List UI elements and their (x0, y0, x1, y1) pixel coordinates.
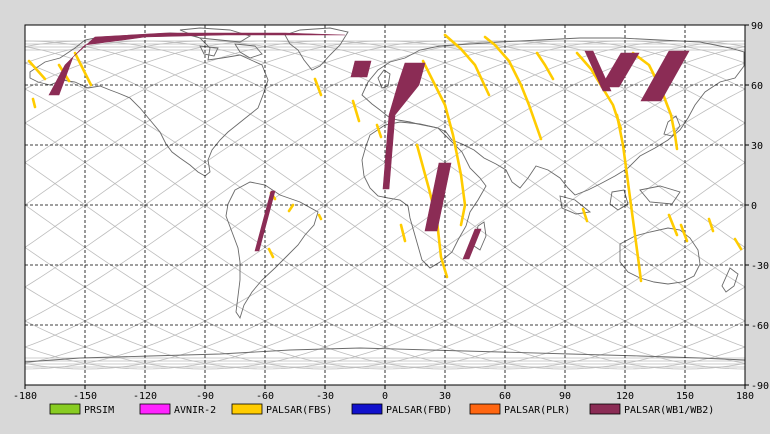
x-tick-label: 150 (676, 391, 694, 402)
fbs-track (679, 223, 689, 243)
fbs-track (73, 51, 93, 87)
fbs-track (483, 35, 543, 141)
orbit-track (25, 46, 745, 370)
x-tick-label: 0 (382, 391, 388, 402)
legend-item: AVNIR-2 (139, 403, 216, 416)
wb-swath (48, 32, 346, 96)
y-tick-label: 90 (751, 21, 763, 32)
coastline-east-asia-islands (559, 115, 681, 215)
x-tick-label: 90 (559, 391, 571, 402)
x-tick-label: 30 (439, 391, 451, 402)
wb-swath (640, 50, 690, 102)
x-tick-label: 180 (736, 391, 754, 402)
legend-swatch (589, 403, 621, 415)
coastline-south-america (225, 181, 319, 320)
legend-label: AVNIR-2 (174, 405, 216, 416)
y-tick-label: 60 (751, 81, 763, 92)
y-tick-label: -90 (751, 381, 769, 392)
wb-swath (462, 228, 482, 260)
grid-lines (25, 25, 745, 385)
y-tick-label: -30 (751, 261, 769, 272)
coastline-arctic-islands (179, 27, 263, 59)
legend-swatch (351, 403, 383, 415)
x-tick-label: -120 (133, 391, 157, 402)
orbit-track (25, 62, 745, 370)
fbs-track (267, 247, 275, 259)
x-tick-label: -150 (73, 391, 97, 402)
y-tick-label: -60 (751, 321, 769, 332)
legend-swatch (231, 403, 263, 415)
x-tick-label: 120 (616, 391, 634, 402)
legend-label: PALSAR(FBS) (266, 405, 332, 416)
x-tick-label: -90 (196, 391, 214, 402)
legend-label: PALSAR(WB1/WB2) (624, 405, 714, 416)
fbs-track (31, 97, 37, 109)
fbs-track (351, 99, 361, 123)
legend-item: PALSAR(PLR) (469, 403, 570, 416)
legend: PRSIM AVNIR-2 PALSAR(FBS) PALSAR(FBD) PALSAR… (49, 403, 714, 416)
fbs-track (667, 213, 679, 237)
legend-item: PALSAR(WB1/WB2) (589, 403, 714, 416)
legend-label: PRSIM (84, 405, 114, 416)
coastline-uk (377, 69, 391, 89)
y-tick-label: 0 (751, 201, 757, 212)
legend-label: PALSAR(FBD) (386, 405, 452, 416)
wb-swath (424, 162, 452, 232)
wb-swath (382, 62, 426, 190)
wb-swath (600, 52, 640, 88)
palsar-wb-swaths (48, 32, 690, 260)
fbs-track (313, 77, 323, 97)
fbs-track (375, 123, 383, 139)
wb-swath (350, 60, 372, 78)
legend-swatch (139, 403, 171, 415)
fbs-track (581, 207, 589, 223)
orbit-track (25, 40, 745, 370)
legend-item: PALSAR(FBD) (351, 403, 452, 416)
coastline-australia (619, 227, 701, 285)
x-tick-label: -30 (316, 391, 334, 402)
x-tick-label: 60 (499, 391, 511, 402)
legend-item: PALSAR(FBS) (231, 403, 332, 416)
fbs-track (317, 213, 323, 221)
wb-swath (254, 190, 276, 252)
fbs-track (733, 237, 743, 251)
fbs-track (631, 51, 679, 151)
fbs-track (399, 223, 407, 243)
fbs-track (615, 113, 643, 283)
legend-label: PALSAR(PLR) (504, 405, 570, 416)
axes: -180 -150 -120 -90 -60 -30 0 30 60 90 120 150 180 90 6… (13, 21, 769, 402)
legend-swatch (49, 403, 81, 415)
x-tick-label: -180 (13, 391, 37, 402)
fbs-track (287, 203, 295, 213)
fbs-track (443, 33, 491, 97)
coastline-new-zealand (721, 267, 739, 293)
coastline-antarctica (25, 347, 745, 363)
y-tick-label: 30 (751, 141, 763, 152)
fbs-track (707, 217, 715, 233)
fbs-track (27, 59, 47, 81)
fbs-track (535, 51, 555, 81)
coastline-africa (361, 121, 487, 269)
legend-swatch (469, 403, 501, 415)
legend-item: PRSIM (49, 403, 114, 416)
x-tick-label: -60 (256, 391, 274, 402)
fbs-track (421, 59, 467, 227)
